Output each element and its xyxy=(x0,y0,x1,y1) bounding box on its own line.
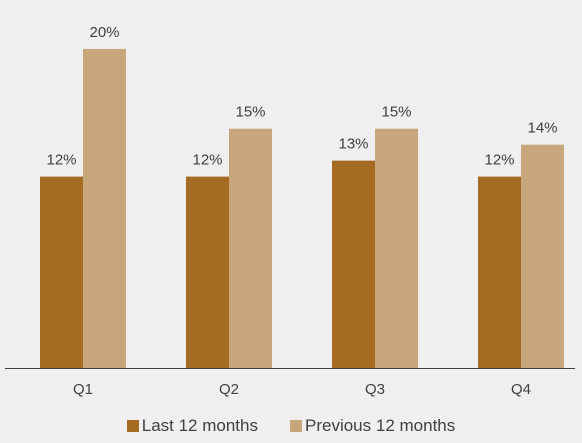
data-label-q3-series-2: 15% xyxy=(381,104,411,121)
data-label-q1-series-1: 12% xyxy=(46,152,76,169)
legend-swatch-previous-12-months xyxy=(290,420,302,432)
data-label-q2-series-1: 12% xyxy=(192,152,222,169)
bar-q3-series-2 xyxy=(375,128,418,368)
bar-q3-series-1 xyxy=(332,160,375,368)
data-label-q2-series-2: 15% xyxy=(235,104,265,121)
x-tick-label-q4: Q4 xyxy=(511,381,531,398)
data-label-q1-series-2: 20% xyxy=(89,24,119,41)
legend-item-last-12-months: Last 12 months xyxy=(126,416,258,436)
bar-q4-series-1 xyxy=(478,176,521,368)
data-label-q3-series-1: 13% xyxy=(338,136,368,153)
x-tick-label-q3: Q3 xyxy=(365,381,385,398)
x-tick-label-q2: Q2 xyxy=(219,381,239,398)
bar-q1-series-2 xyxy=(83,48,126,368)
legend: Last 12 months Previous 12 months xyxy=(0,415,582,437)
data-label-q4-series-2: 14% xyxy=(527,120,557,137)
x-tick-label-q1: Q1 xyxy=(73,381,93,398)
legend-item-previous-12-months: Previous 12 months xyxy=(290,416,455,436)
bar-q4-series-2 xyxy=(521,144,564,368)
legend-label-last-12-months: Last 12 months xyxy=(141,416,258,435)
bar-q2-series-1 xyxy=(186,176,229,368)
bar-q2-series-2 xyxy=(229,128,272,368)
legend-label-previous-12-months: Previous 12 months xyxy=(305,416,456,435)
data-label-q4-series-1: 12% xyxy=(484,152,514,169)
bar-q1-series-1 xyxy=(40,176,83,368)
legend-swatch-last-12-months xyxy=(126,420,139,432)
